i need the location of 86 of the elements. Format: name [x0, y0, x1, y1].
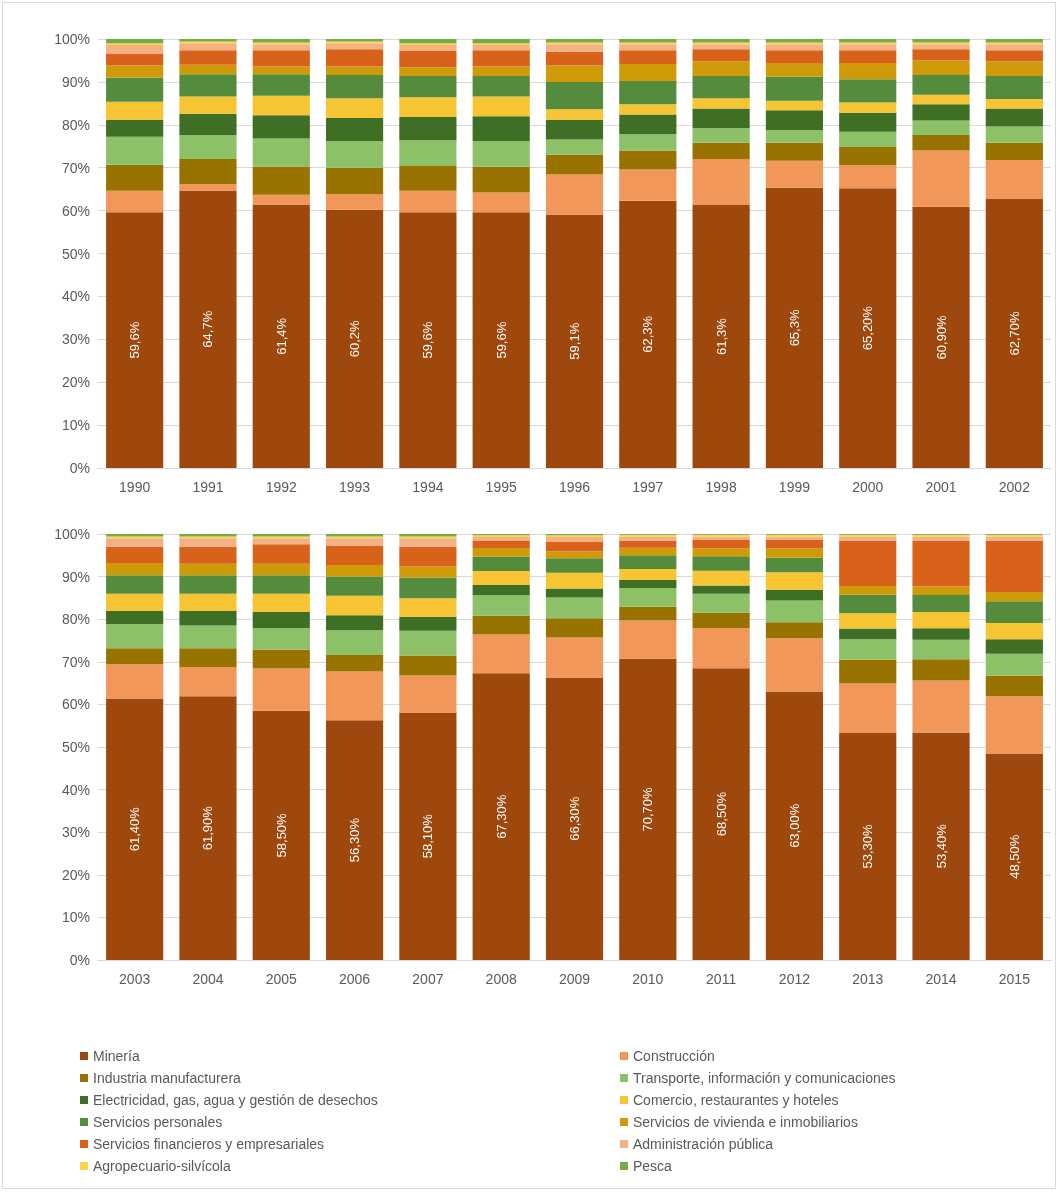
- y-tick-label: 60%: [61, 202, 90, 219]
- legend-label: Comercio, restaurantes y hoteles: [633, 1092, 839, 1108]
- data-label: 65,3%: [786, 309, 802, 347]
- legend-label: Transporte, información y comunicaciones: [633, 1070, 896, 1086]
- x-tick-label: 2014: [925, 971, 957, 987]
- data-label: 68,50%: [713, 791, 729, 837]
- x-tick-label: 1996: [558, 479, 591, 495]
- legend-label: Agropecuario-silvícola: [93, 1158, 231, 1174]
- data-label: 61,90%: [200, 805, 216, 851]
- x-tick-label: 2001: [925, 479, 957, 495]
- data-label: 61,40%: [127, 806, 143, 852]
- y-tick-label: 30%: [61, 824, 90, 841]
- x-tick-label: 2011: [706, 971, 737, 987]
- data-label: 59,6%: [127, 321, 143, 359]
- legend-label: Administración pública: [633, 1136, 774, 1152]
- data-label: 59,6%: [493, 321, 509, 359]
- y-tick-label: 0%: [69, 952, 90, 968]
- data-label: 64,7%: [200, 310, 216, 348]
- legend-label: Pesca: [633, 1158, 673, 1174]
- x-tick-label: 1995: [485, 479, 517, 495]
- data-label: 60,2%: [347, 320, 363, 358]
- data-label: 62,3%: [640, 315, 656, 353]
- data-label: 60,90%: [933, 314, 949, 360]
- y-tick-label: 20%: [61, 866, 90, 883]
- data-label: 58,50%: [273, 812, 289, 858]
- data-label: 66,30%: [567, 796, 582, 841]
- x-tick-label: 1991: [192, 479, 224, 495]
- y-tick-label: 80%: [61, 116, 90, 133]
- x-tick-label: 2005: [265, 971, 298, 987]
- y-tick-label: 0%: [69, 460, 90, 476]
- y-tick-label: 90%: [61, 73, 90, 90]
- x-tick-label: 2009: [558, 971, 591, 987]
- x-tick-label: 2015: [998, 971, 1031, 987]
- x-tick-label: 1993: [339, 479, 371, 495]
- legend-label: Minería: [93, 1048, 140, 1064]
- data-label: 56,30%: [347, 817, 363, 863]
- y-tick-label: 100%: [54, 31, 90, 47]
- legend-label: Servicios de vivienda e inmobiliarios: [633, 1114, 858, 1130]
- x-tick-label: 2006: [339, 971, 371, 987]
- y-tick-label: 30%: [61, 331, 90, 348]
- x-tick-label: 2002: [998, 479, 1031, 495]
- data-label: 48,50%: [1006, 834, 1022, 879]
- data-label: 53,40%: [933, 823, 949, 869]
- x-tick-label: 1998: [705, 479, 737, 495]
- legend-label: Servicios financieros y empresariales: [93, 1136, 325, 1152]
- legend-label: Servicios personales: [93, 1114, 223, 1130]
- data-label: 63,00%: [786, 803, 802, 848]
- data-label: 59,1%: [567, 322, 582, 360]
- data-label: 70,70%: [640, 786, 656, 832]
- y-tick-label: 40%: [61, 288, 90, 305]
- y-tick-label: 50%: [61, 245, 90, 262]
- x-tick-label: 2013: [852, 971, 884, 987]
- y-tick-label: 90%: [61, 568, 90, 585]
- x-tick-label: 1990: [119, 479, 151, 495]
- y-tick-label: 100%: [54, 526, 90, 542]
- data-label: 53,30%: [860, 823, 876, 869]
- y-tick-label: 40%: [61, 781, 90, 798]
- y-tick-label: 70%: [61, 653, 90, 670]
- x-tick-label: 1997: [632, 479, 664, 495]
- x-tick-label: 1992: [265, 479, 298, 495]
- legend-label: Construcción: [633, 1048, 715, 1064]
- x-tick-label: 1994: [412, 479, 444, 495]
- x-tick-label: 2012: [778, 971, 811, 987]
- data-label: 67,30%: [493, 794, 509, 839]
- data-label: 65,20%: [860, 305, 876, 351]
- y-tick-label: 20%: [61, 374, 90, 391]
- y-tick-label: 70%: [61, 159, 90, 176]
- data-label: 58,10%: [420, 813, 436, 859]
- data-label: 59,6%: [420, 321, 436, 359]
- x-tick-label: 2008: [485, 971, 517, 987]
- x-tick-label: 2000: [852, 479, 884, 495]
- y-tick-label: 60%: [61, 696, 90, 713]
- x-tick-label: 2007: [412, 971, 444, 987]
- data-label: 61,4%: [273, 317, 289, 355]
- x-tick-label: 1999: [778, 479, 811, 495]
- y-tick-label: 10%: [61, 417, 90, 434]
- legend-label: Industria manufacturera: [93, 1070, 242, 1086]
- y-tick-label: 10%: [61, 909, 90, 926]
- y-tick-label: 80%: [61, 611, 90, 628]
- x-tick-label: 2004: [192, 971, 224, 987]
- x-tick-label: 2003: [119, 971, 151, 987]
- data-label: 61,3%: [713, 317, 729, 355]
- data-label: 62,70%: [1006, 311, 1022, 356]
- legend-label: Electricidad, gas, agua y gestión de desechos: [93, 1092, 378, 1108]
- x-tick-label: 2010: [632, 971, 664, 987]
- y-tick-label: 50%: [61, 739, 90, 755]
